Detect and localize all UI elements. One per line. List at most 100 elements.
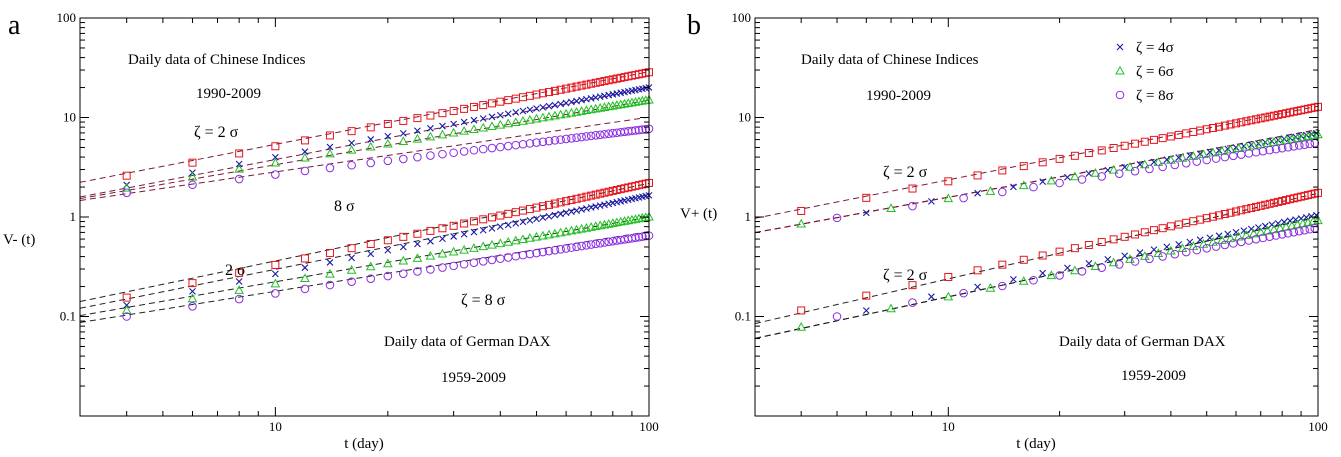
data-point-circle bbox=[1244, 149, 1254, 158]
fit-line bbox=[754, 129, 1319, 234]
data-point-cross bbox=[545, 102, 553, 110]
data-point-circle bbox=[503, 253, 513, 262]
data-point-triangle bbox=[1018, 276, 1029, 285]
data-point-circle bbox=[511, 251, 521, 261]
data-point-circle bbox=[325, 163, 335, 173]
data-point-triangle bbox=[469, 124, 479, 134]
data-point-cross bbox=[439, 122, 446, 130]
data-point-square bbox=[1231, 207, 1240, 216]
data-point-square bbox=[1174, 220, 1183, 229]
data-point-cross bbox=[519, 218, 527, 226]
data-point-circle bbox=[600, 129, 609, 139]
data-point-square bbox=[325, 131, 334, 140]
data-point-square bbox=[1231, 119, 1240, 128]
data-point-cross bbox=[1274, 219, 1282, 227]
data-point-cross bbox=[450, 120, 458, 128]
markers-b bbox=[796, 102, 1323, 331]
data-point-triangle bbox=[1262, 225, 1273, 235]
data-point-circle bbox=[1170, 160, 1180, 170]
data-point-square bbox=[271, 142, 280, 151]
data-point-square bbox=[1209, 123, 1218, 132]
data-point-square bbox=[525, 205, 534, 214]
data-point-square bbox=[413, 114, 422, 123]
data-point-square bbox=[1274, 110, 1283, 119]
data-point-triangle bbox=[561, 108, 571, 118]
data-point-circle bbox=[532, 138, 541, 147]
data-point-square bbox=[572, 194, 581, 203]
data-point-triangle bbox=[943, 193, 954, 203]
legend-entry-label: ζ = 8σ bbox=[1136, 88, 1174, 104]
data-point-circle bbox=[399, 154, 408, 164]
data-point-triangle bbox=[619, 216, 630, 225]
annotation-b-bottom-zeta2: ζ = 2 σ bbox=[883, 267, 928, 284]
data-point-cross bbox=[1163, 156, 1171, 164]
data-point-triangle bbox=[623, 98, 634, 107]
data-point-cross bbox=[384, 132, 392, 140]
data-point-cross bbox=[1150, 246, 1158, 253]
data-point-square bbox=[504, 209, 513, 218]
data-point-circle bbox=[518, 139, 528, 149]
data-point-cross bbox=[557, 210, 564, 218]
data-point-square bbox=[1055, 247, 1064, 256]
panel-a: a 10 100 0.1 1 10 100 t (day) V- (t) Daily da… bbox=[3, 10, 659, 452]
data-point-circle bbox=[638, 125, 647, 134]
data-point-cross bbox=[384, 246, 392, 254]
x-tick-label: 100 bbox=[639, 419, 659, 434]
data-point-square bbox=[511, 208, 520, 217]
data-point-square bbox=[413, 229, 422, 238]
data-point-square bbox=[1226, 120, 1235, 129]
data-point-cross bbox=[562, 99, 570, 107]
data-point-triangle bbox=[637, 212, 648, 222]
data-point-square bbox=[1256, 201, 1265, 210]
data-point-triangle bbox=[1208, 237, 1218, 246]
data-point-triangle bbox=[437, 129, 448, 139]
data-point-square bbox=[1019, 162, 1028, 171]
data-point-circle bbox=[1130, 257, 1140, 266]
data-point-square bbox=[1269, 111, 1278, 120]
data-point-square bbox=[591, 190, 600, 199]
data-point-circle bbox=[366, 158, 376, 168]
data-point-circle bbox=[586, 240, 596, 249]
data-point-cross bbox=[271, 270, 279, 278]
data-point-cross bbox=[496, 111, 504, 119]
data-point-circle bbox=[1077, 266, 1087, 276]
data-point-cross bbox=[326, 259, 334, 266]
data-point-square bbox=[1120, 141, 1129, 150]
data-point-cross bbox=[862, 209, 870, 217]
data-point-circle bbox=[525, 249, 535, 259]
data-point-circle bbox=[532, 248, 541, 258]
data-point-triangle bbox=[1233, 231, 1244, 241]
data-point-triangle bbox=[510, 235, 521, 245]
data-point-circle bbox=[1283, 228, 1293, 238]
data-point-cross bbox=[271, 153, 279, 161]
data-point-circle bbox=[1097, 263, 1107, 272]
data-point-square bbox=[1215, 211, 1224, 220]
data-point-circle bbox=[1170, 249, 1180, 259]
data-point-cross bbox=[1085, 170, 1093, 177]
data-point-circle bbox=[959, 193, 968, 203]
data-point-square bbox=[438, 109, 447, 118]
data-point-cross bbox=[1064, 173, 1071, 181]
data-point-circle bbox=[271, 289, 280, 298]
data-point-square bbox=[604, 76, 613, 85]
data-point-square bbox=[518, 206, 527, 215]
data-point-square bbox=[300, 254, 309, 263]
legend-entry-label: ζ = 4σ bbox=[1136, 40, 1174, 56]
data-point-triangle bbox=[555, 227, 566, 237]
data-point-square bbox=[582, 80, 591, 89]
data-point-circle bbox=[550, 136, 560, 145]
data-point-circle bbox=[908, 298, 917, 307]
data-point-circle bbox=[959, 288, 968, 298]
data-point-triangle bbox=[985, 282, 996, 292]
data-point-circle bbox=[586, 131, 596, 141]
data-point-square bbox=[1120, 232, 1129, 241]
data-point-cross bbox=[533, 215, 540, 223]
data-point-square bbox=[591, 78, 600, 87]
data-point-circle bbox=[449, 148, 458, 158]
data-point-triangle bbox=[630, 97, 641, 106]
data-point-triangle bbox=[796, 218, 807, 228]
data-point-cross bbox=[573, 207, 580, 214]
data-point-cross bbox=[427, 237, 434, 245]
data-point-circle bbox=[459, 147, 469, 156]
data-point-circle bbox=[1158, 252, 1167, 261]
